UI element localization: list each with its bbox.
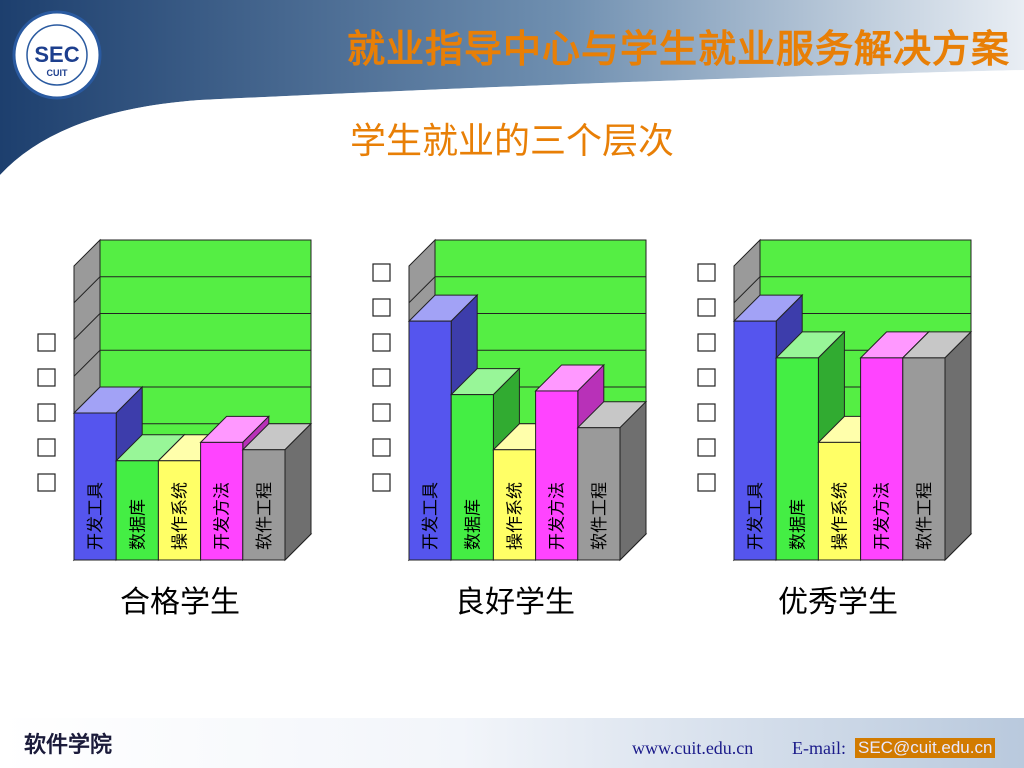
y-tick-box bbox=[372, 403, 391, 422]
bar-5: 软件工程 bbox=[576, 400, 648, 562]
bar-label-4: 开发方法 bbox=[873, 482, 893, 550]
header-banner bbox=[0, 0, 1024, 175]
y-tick-box bbox=[697, 263, 716, 282]
bar-label-1: 开发工具 bbox=[86, 482, 106, 550]
college-logo: SEC CUIT bbox=[12, 10, 102, 100]
footer-bar bbox=[0, 718, 1024, 768]
bar-label-2: 数据库 bbox=[128, 499, 148, 550]
y-tick-box bbox=[372, 438, 391, 457]
y-tick-box bbox=[697, 438, 716, 457]
bar-label-3: 操作系统 bbox=[506, 482, 526, 550]
y-tick-box bbox=[37, 368, 56, 387]
y-tick-box bbox=[37, 438, 56, 457]
bar-label-2: 数据库 bbox=[788, 499, 808, 550]
bar-label-3: 操作系统 bbox=[171, 482, 191, 550]
y-tick-box bbox=[372, 368, 391, 387]
gridline-side bbox=[73, 349, 101, 377]
group-label-excellent: 优秀学生 bbox=[778, 585, 898, 620]
y-tick-box bbox=[37, 403, 56, 422]
y-tick-box bbox=[37, 473, 56, 492]
bar-5: 软件工程 bbox=[901, 330, 973, 562]
chart-excellent-students: 开发工具 数据库 操作系统 开发方法 软件工程 bbox=[697, 238, 973, 562]
slide-subtitle: 学生就业的三个层次 bbox=[349, 121, 674, 162]
gridline-side bbox=[73, 276, 101, 304]
gridline-side bbox=[73, 313, 101, 340]
website-link[interactable]: www.cuit.edu.cn bbox=[632, 738, 754, 758]
y-tick-box bbox=[697, 473, 716, 492]
logo-text: SEC bbox=[34, 42, 79, 67]
y-tick-box bbox=[697, 403, 716, 422]
bar-label-5: 软件工程 bbox=[255, 482, 275, 550]
email-link[interactable]: SEC@cuit.edu.cn bbox=[855, 738, 996, 758]
bar-label-4: 开发方法 bbox=[213, 482, 233, 550]
email-label: E-mail: bbox=[792, 738, 846, 758]
bar-label-1: 开发工具 bbox=[421, 482, 441, 550]
y-tick-box bbox=[697, 333, 716, 352]
gridline-side bbox=[408, 276, 436, 304]
group-label-good: 良好学生 bbox=[455, 585, 575, 620]
bar-label-2: 数据库 bbox=[463, 499, 483, 550]
y-tick-box bbox=[697, 368, 716, 387]
y-tick-box bbox=[697, 298, 716, 317]
bar-5: 软件工程 bbox=[241, 422, 313, 562]
gridline-side bbox=[733, 276, 761, 304]
y-tick-box bbox=[372, 298, 391, 317]
chart-good-students: 开发工具 数据库 操作系统 开发方法 软件工程 bbox=[372, 238, 648, 562]
bar-label-5: 软件工程 bbox=[915, 482, 935, 550]
bar-label-3: 操作系统 bbox=[831, 482, 851, 550]
group-label-qualified: 合格学生 bbox=[120, 585, 240, 620]
y-tick-box bbox=[372, 333, 391, 352]
bar-label-5: 软件工程 bbox=[590, 482, 610, 550]
chart-qualified-students: 开发工具 数据库 操作系统 开发方法 软件工程 bbox=[37, 238, 313, 562]
bar-label-1: 开发工具 bbox=[746, 482, 766, 550]
school-name: 软件学院 bbox=[24, 732, 113, 758]
y-tick-box bbox=[372, 473, 391, 492]
y-tick-box bbox=[37, 333, 56, 352]
page-title: 就业指导中心与学生就业服务解决方案 bbox=[346, 27, 1010, 71]
logo-sub-text: CUIT bbox=[47, 68, 68, 78]
bar-label-4: 开发方法 bbox=[548, 482, 568, 550]
y-tick-box bbox=[372, 263, 391, 282]
